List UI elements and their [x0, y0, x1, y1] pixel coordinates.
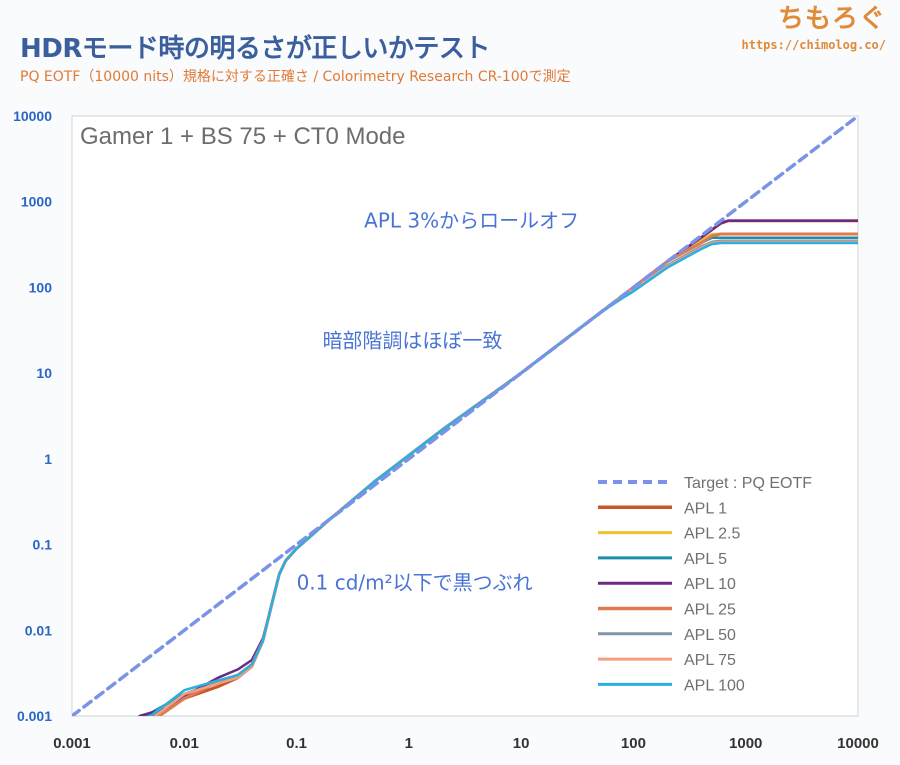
annotation-text: APL 3%からロールオフ — [364, 209, 579, 233]
x-tick-label: 1000 — [729, 735, 762, 752]
y-tick-label: 0.001 — [17, 708, 52, 724]
x-tick-label: 100 — [621, 735, 646, 752]
x-tick-label: 0.1 — [286, 735, 307, 752]
legend-label: Target : PQ EOTF — [684, 475, 812, 492]
y-tick-label: 1000 — [21, 194, 52, 210]
page-title: HDRモード時の明るさが正しいかテスト — [20, 34, 490, 64]
legend-label: APL 25 — [684, 602, 736, 619]
mode-label: Gamer 1 + BS 75 + CT0 Mode — [80, 123, 406, 150]
legend-label: APL 10 — [684, 576, 736, 593]
page-subtitle: PQ EOTF（10000 nits）規格に対する正確さ / Colorimet… — [20, 69, 571, 85]
legend-label: APL 50 — [684, 627, 736, 644]
x-tick-label: 1 — [405, 735, 413, 752]
brand-url[interactable]: https://chimolog.co/ — [741, 38, 887, 52]
y-tick-label: 0.1 — [33, 537, 53, 553]
y-tick-label: 10000 — [13, 108, 52, 124]
y-tick-label: 10 — [36, 365, 52, 381]
y-tick-label: 0.01 — [25, 622, 52, 638]
series-lines — [72, 116, 858, 716]
annotation-text: 暗部階調はほぼ一致 — [322, 328, 502, 352]
annotation-text: 0.1 cd/m²以下で黒つぶれ — [297, 570, 533, 594]
series-line-apl-100 — [149, 241, 858, 716]
x-tick-label: 0.01 — [170, 735, 199, 752]
x-tick-label: 10000 — [837, 735, 879, 752]
x-tick-label: 10 — [513, 735, 530, 752]
axis-ticks: 0.001 0.01 0.1 1 10 100 1000 10000 0.001 0.01 0.1 1… — [13, 108, 879, 752]
legend-label: APL 2.5 — [684, 526, 740, 543]
brand-name: ちもろぐ — [777, 4, 886, 34]
brand-logo[interactable]: ちもろぐ https://chimolog.co/ — [742, 2, 887, 52]
chart-legend: Target : PQ EOTF APL 1 APL 2.5 APL 5 APL 10 A… — [598, 475, 812, 694]
legend-label: APL 75 — [684, 652, 736, 669]
legend-label: APL 100 — [684, 677, 745, 694]
y-tick-label: 1 — [44, 451, 52, 467]
legend-label: APL 5 — [684, 551, 727, 568]
series-line-target-pq-eotf — [72, 116, 858, 716]
x-tick-label: 0.001 — [53, 735, 91, 752]
y-tick-label: 100 — [29, 279, 53, 295]
legend-label: APL 1 — [684, 500, 727, 517]
